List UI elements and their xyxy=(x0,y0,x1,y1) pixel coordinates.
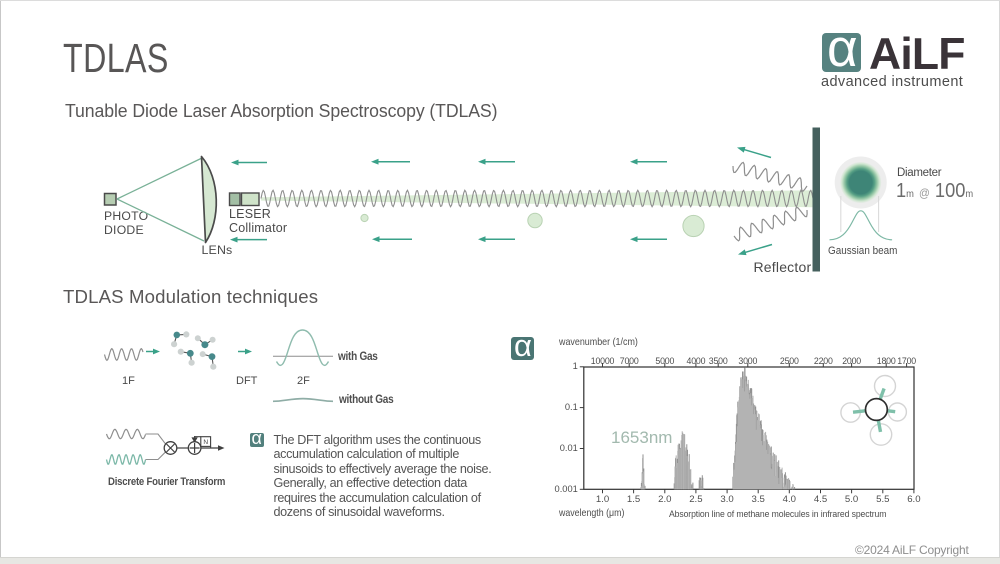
svg-text:N: N xyxy=(203,439,208,446)
